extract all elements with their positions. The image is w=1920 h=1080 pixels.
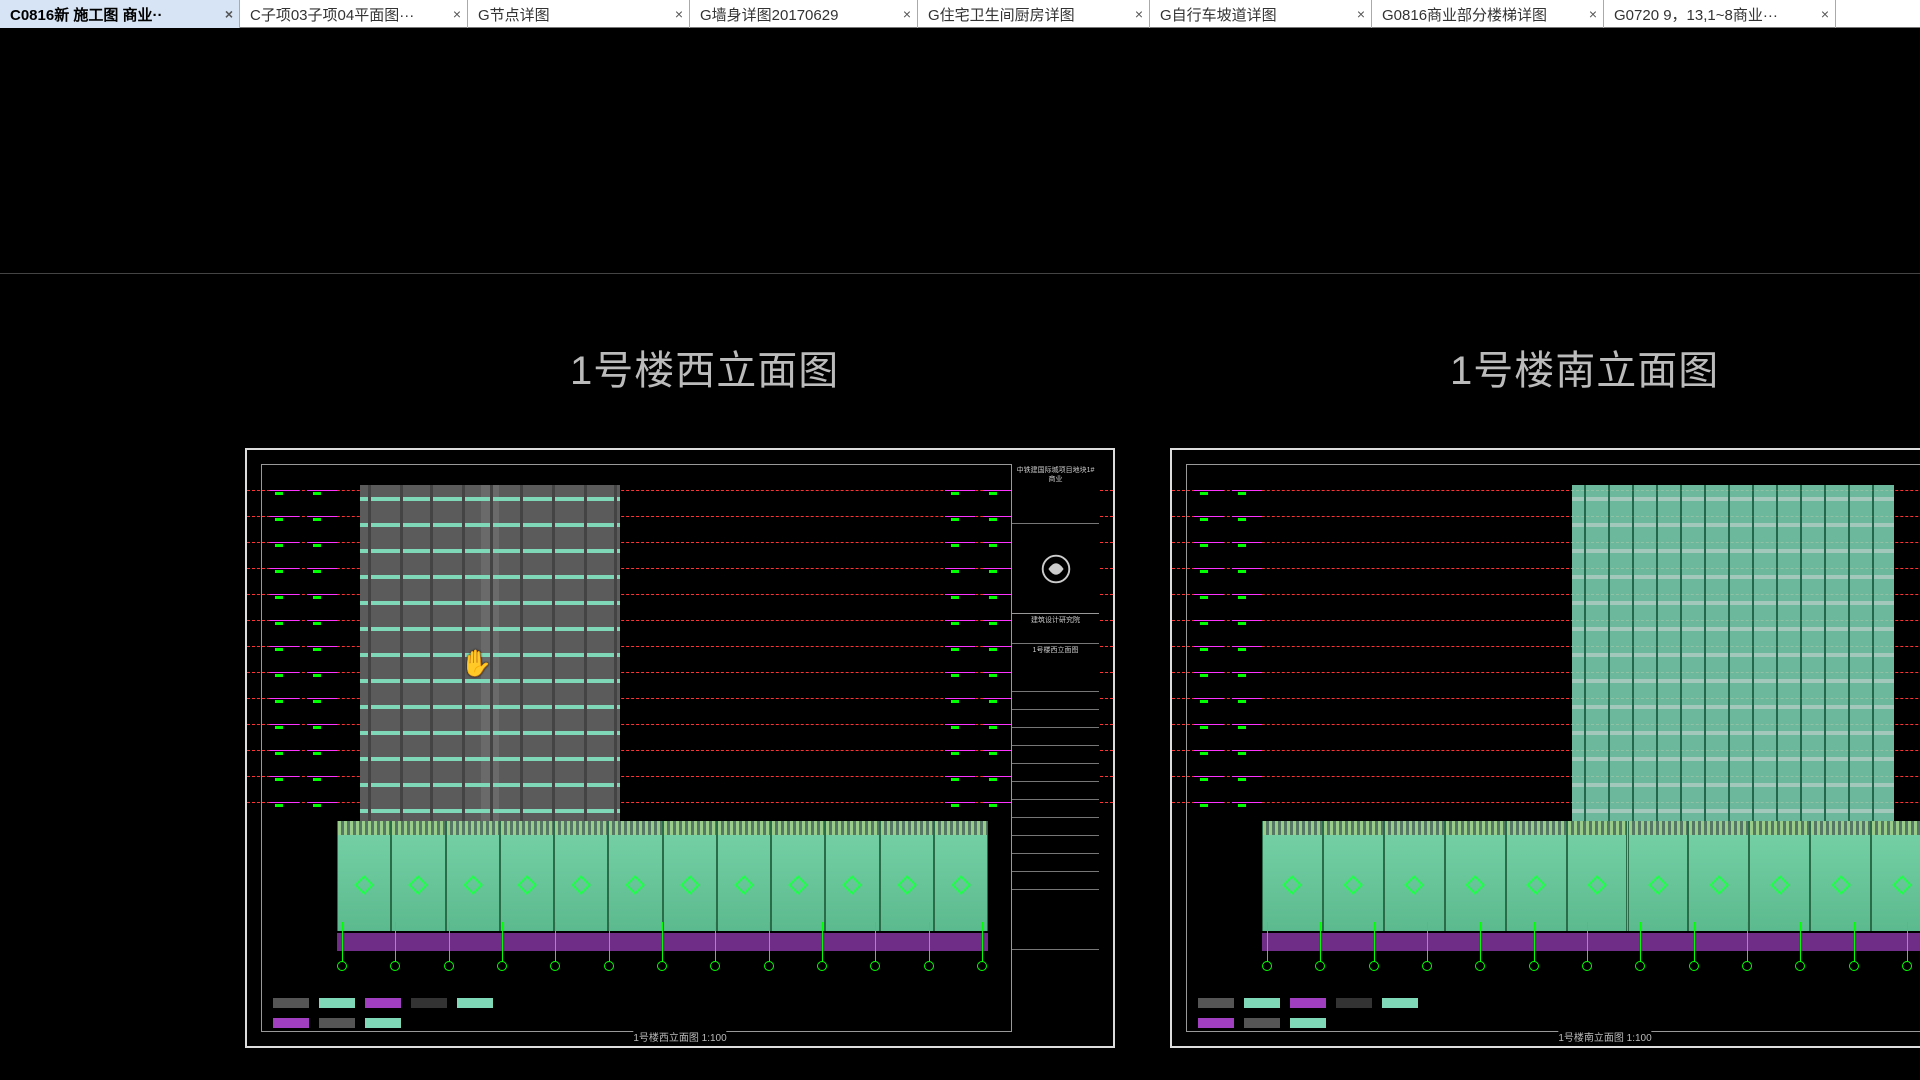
grid-bubbles: [337, 961, 988, 991]
ground-strip: [1262, 933, 1920, 951]
drawing-title-west: 1号楼西立面图: [570, 338, 839, 396]
tab-c0816[interactable]: C0816新 施工图 商业·· ×: [0, 0, 240, 28]
model-space-canvas[interactable]: 1号楼西立面图 1号楼南立面图 1号楼西立面图 1:100 中铁建国际城项目地块…: [0, 28, 1920, 1080]
close-icon[interactable]: ×: [1135, 7, 1143, 21]
horizon-line: [0, 273, 1920, 274]
level-ticks-right: [983, 464, 1013, 821]
titleblock-sheetname: 1号楼西立面图: [1012, 644, 1099, 692]
level-ticks-left2: [1232, 464, 1262, 821]
tab-g-ramp[interactable]: G自行车坡道详图 ×: [1150, 0, 1372, 28]
close-icon[interactable]: ×: [903, 7, 911, 21]
tab-g-bath[interactable]: G住宅卫生间厨房详图 ×: [918, 0, 1150, 28]
level-ticks-left2: [307, 464, 337, 821]
tab-g0816-stair[interactable]: G0816商业部分楼梯详图 ×: [1372, 0, 1604, 28]
tab-g0720[interactable]: G0720 9，13,1~8商业··· ×: [1604, 0, 1836, 28]
tab-label: G节点详图: [478, 4, 550, 25]
tab-label: G0720 9，13,1~8商业···: [1614, 4, 1778, 25]
tab-g-node[interactable]: G节点详图 ×: [468, 0, 690, 28]
titleblock-project: 中铁建国际城项目地块1#商业: [1012, 464, 1099, 524]
titleblock-company: 建筑设计研究院: [1012, 614, 1099, 644]
tower-west: [360, 485, 620, 821]
tab-label: C子项03子项04平面图···: [250, 4, 414, 25]
sheet-frame-west: 1号楼西立面图 1:100 中铁建国际城项目地块1#商业 建筑设计研究院 1号楼…: [245, 448, 1115, 1048]
level-ticks-left: [1194, 464, 1224, 821]
tab-label: G住宅卫生间厨房详图: [928, 4, 1075, 25]
material-legend: [1198, 998, 1428, 1028]
drawing-title-south: 1号楼南立面图: [1450, 338, 1719, 396]
title-block: 中铁建国际城项目地块1#商业 建筑设计研究院 1号楼西立面图: [1011, 464, 1099, 1032]
close-icon[interactable]: ×: [675, 7, 683, 21]
podium-west: [337, 821, 988, 931]
level-ticks-left: [269, 464, 299, 821]
close-icon[interactable]: ×: [1589, 7, 1597, 21]
level-ticks-right2: [945, 464, 975, 821]
tab-label: G0816商业部分楼梯详图: [1382, 4, 1547, 25]
sheet-caption: 1号楼西立面图 1:100: [633, 1029, 726, 1044]
close-icon[interactable]: ×: [453, 7, 461, 21]
tab-g-wall[interactable]: G墙身详图20170629 ×: [690, 0, 918, 28]
company-logo-icon: [1012, 524, 1099, 614]
sheet-frame-south: 1号楼南立面图 1:100: [1170, 448, 1920, 1048]
grid-bubbles: [1262, 961, 1920, 991]
close-icon[interactable]: ×: [1357, 7, 1365, 21]
titleblock-rows: [1012, 692, 1099, 950]
tab-label: G墙身详图20170629: [700, 4, 838, 25]
material-legend: [273, 998, 503, 1028]
podium-south: [1262, 821, 1920, 931]
tower-south: [1572, 485, 1894, 821]
tab-c-subitem[interactable]: C子项03子项04平面图··· ×: [240, 0, 468, 28]
sheet-caption: 1号楼南立面图 1:100: [1558, 1029, 1651, 1044]
document-tabbar: C0816新 施工图 商业·· × C子项03子项04平面图··· × G节点详…: [0, 0, 1920, 28]
tab-label: G自行车坡道详图: [1160, 4, 1277, 25]
close-icon[interactable]: ×: [1821, 7, 1829, 21]
close-icon[interactable]: ×: [225, 7, 233, 21]
tab-label: C0816新 施工图 商业··: [10, 4, 163, 25]
